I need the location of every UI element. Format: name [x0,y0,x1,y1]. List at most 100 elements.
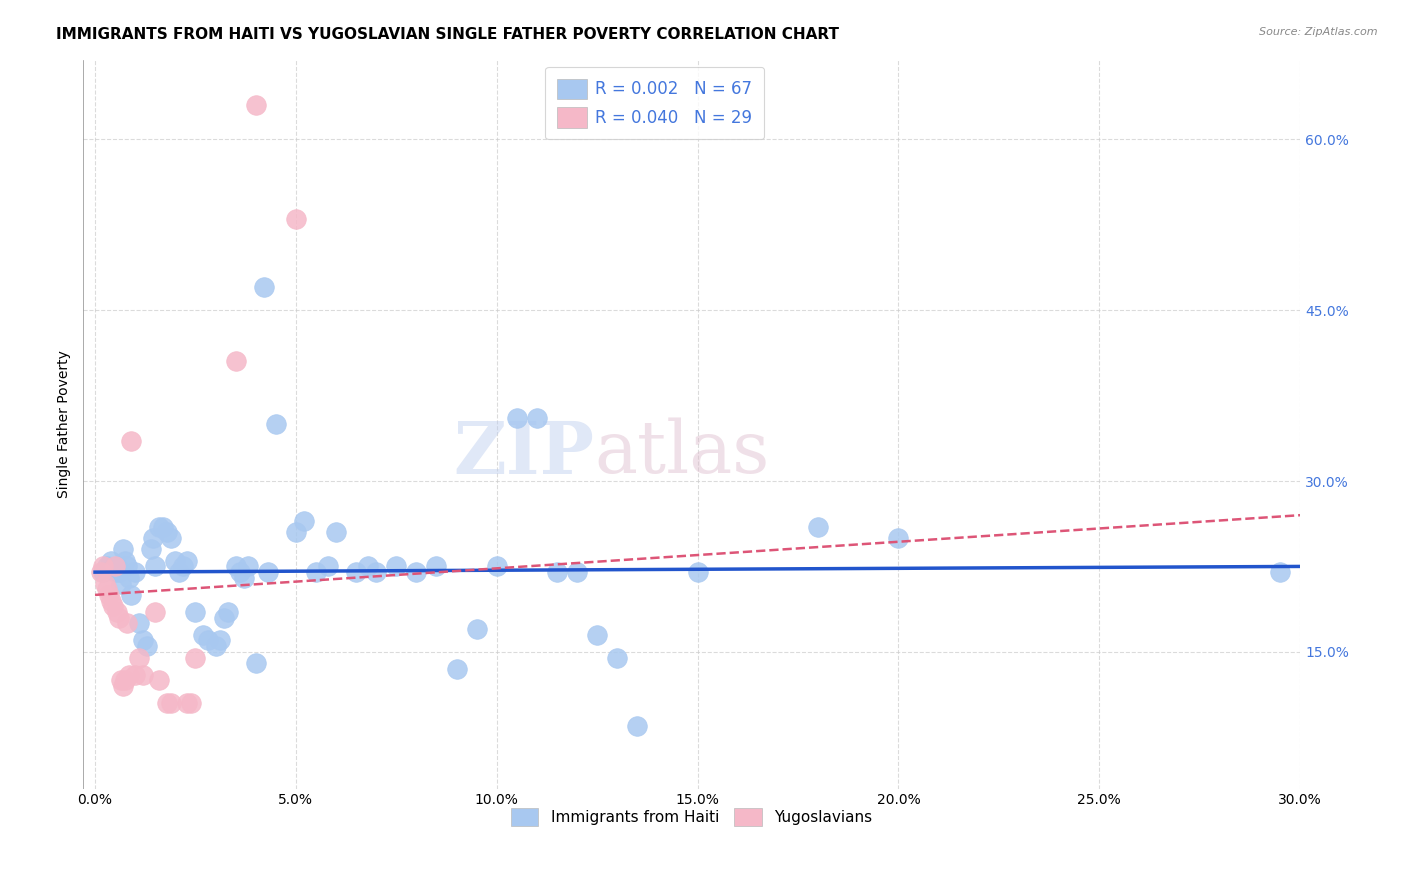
Point [148,673,170,688]
Point [485,559,508,574]
Point [385,559,408,574]
Point [104,565,127,579]
Point [546,565,568,579]
Point [344,565,367,579]
Point [91,565,114,579]
Point [152,519,174,533]
Point [114,554,136,568]
Text: ZIP: ZIP [453,417,595,489]
Legend: Immigrants from Haiti, Yugoslavians: Immigrants from Haiti, Yugoslavians [502,798,882,836]
Point [180,696,202,710]
Point [105,605,128,619]
Point [686,565,709,579]
Point [115,559,138,574]
Point [193,628,215,642]
Point [104,559,127,574]
Point [305,565,328,579]
Point [110,673,132,688]
Point [143,559,166,574]
Point [124,565,146,579]
Point [114,673,136,688]
Text: Source: ZipAtlas.com: Source: ZipAtlas.com [1260,27,1378,37]
Point [141,542,163,557]
Point [225,559,247,574]
Point [112,679,135,693]
Point [128,616,150,631]
Point [100,593,122,607]
Point [208,633,231,648]
Point [184,605,207,619]
Point [506,411,529,425]
Point [160,696,183,710]
Point [91,559,114,574]
Text: IMMIGRANTS FROM HAITI VS YUGOSLAVIAN SINGLE FATHER POVERTY CORRELATION CHART: IMMIGRANTS FROM HAITI VS YUGOSLAVIAN SIN… [56,27,839,42]
Y-axis label: Single Father Poverty: Single Father Poverty [58,351,72,498]
Point [94,576,117,591]
Point [256,565,278,579]
Point [143,605,166,619]
Point [366,565,388,579]
Point [128,650,150,665]
Point [357,559,380,574]
Point [197,633,219,648]
Point [142,531,165,545]
Point [217,605,239,619]
Point [626,719,648,733]
Point [160,531,183,545]
Point [184,650,207,665]
Point [425,559,447,574]
Point [606,650,628,665]
Point [284,525,307,540]
Point [245,657,267,671]
Point [236,559,259,574]
Point [136,639,159,653]
Point [586,628,609,642]
Point [212,610,235,624]
Point [446,662,468,676]
Point [132,633,155,648]
Point [172,559,194,574]
Point [118,571,141,585]
Point [148,519,170,533]
Point [176,696,198,710]
Point [105,559,128,574]
Point [228,565,250,579]
Point [110,576,132,591]
Point [124,667,146,681]
Point [232,571,254,585]
Point [98,588,121,602]
Point [120,588,142,602]
Point [807,519,830,533]
Point [565,565,588,579]
Point [325,525,347,540]
Point [165,554,187,568]
Point [405,565,427,579]
Point [100,554,122,568]
Point [132,667,155,681]
Text: atlas: atlas [595,418,769,489]
Point [253,280,276,294]
Point [1268,565,1291,579]
Point [90,565,112,579]
Point [887,531,910,545]
Point [156,696,179,710]
Point [284,212,307,227]
Point [120,434,142,449]
Point [292,514,315,528]
Point [465,622,488,636]
Point [316,559,339,574]
Point [118,667,141,681]
Point [96,582,118,597]
Point [225,354,247,368]
Point [156,525,179,540]
Point [245,98,267,112]
Point [264,417,287,431]
Point [526,411,548,425]
Point [101,599,124,614]
Point [96,559,118,574]
Point [108,565,131,579]
Point [169,565,191,579]
Point [108,610,131,624]
Point [176,554,198,568]
Point [204,639,226,653]
